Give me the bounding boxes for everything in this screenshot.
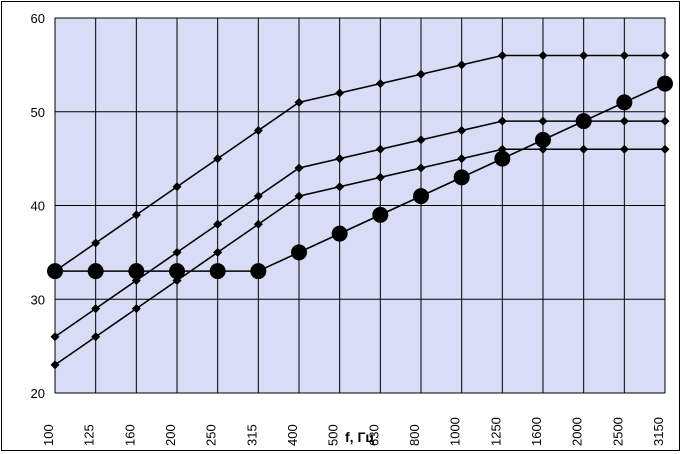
data-point xyxy=(209,263,226,280)
series-1 xyxy=(50,51,670,276)
data-point xyxy=(619,51,629,60)
data-point xyxy=(619,144,629,154)
data-point xyxy=(131,210,141,220)
data-point xyxy=(87,263,104,280)
x-tick-label: 800 xyxy=(407,424,422,446)
x-tick-label: 400 xyxy=(285,424,300,446)
x-axis-ticks: 100 125 160 200 250 315 400 500 630 800 1000 1250 16… xyxy=(41,417,666,446)
data-point xyxy=(457,154,467,164)
data-point xyxy=(375,144,385,154)
data-point xyxy=(457,126,467,135)
data-point xyxy=(416,163,426,173)
data-point xyxy=(91,332,101,342)
data-point xyxy=(660,51,670,60)
y-axis-ticks: 20 30 40 50 60 xyxy=(31,11,45,401)
y-tick-label: 40 xyxy=(31,199,45,214)
x-tick-label: 1250 xyxy=(488,417,503,446)
data-point xyxy=(253,219,263,229)
y-tick-label: 50 xyxy=(31,105,45,120)
x-tick-label: 100 xyxy=(41,424,56,446)
data-point xyxy=(538,116,548,126)
data-point xyxy=(331,225,348,242)
data-point xyxy=(619,116,629,126)
x-tick-label: 2500 xyxy=(610,417,625,446)
x-tick-label: 315 xyxy=(244,424,259,446)
x-axis-title: f, Гц xyxy=(345,429,374,445)
data-point xyxy=(213,247,223,257)
data-point xyxy=(416,69,426,79)
x-tick-label: 250 xyxy=(204,424,219,446)
data-point xyxy=(169,263,185,280)
data-point xyxy=(172,247,182,257)
data-point xyxy=(294,97,304,107)
data-point xyxy=(91,238,101,248)
data-point xyxy=(213,154,223,164)
series-line xyxy=(54,54,665,272)
x-tick-label: 3150 xyxy=(651,417,666,446)
data-point xyxy=(335,182,345,192)
y-tick-label: 20 xyxy=(31,386,45,401)
y-tick-label: 30 xyxy=(31,292,45,307)
series-line xyxy=(54,148,665,366)
data-point xyxy=(497,51,507,60)
series-line xyxy=(54,120,665,338)
data-point xyxy=(453,169,470,186)
data-point xyxy=(128,263,145,280)
data-point xyxy=(616,94,633,111)
data-point xyxy=(291,244,307,261)
data-point xyxy=(335,154,345,164)
data-point xyxy=(131,304,141,314)
x-tick-label: 1000 xyxy=(448,417,463,446)
y-tick-label: 60 xyxy=(31,11,45,26)
data-point xyxy=(253,126,263,135)
data-point xyxy=(575,113,592,130)
series-2 xyxy=(50,116,670,342)
x-tick-label: 125 xyxy=(82,424,97,446)
data-point xyxy=(47,263,63,280)
data-point xyxy=(494,150,511,167)
data-point xyxy=(250,263,267,280)
x-tick-label: 160 xyxy=(122,424,137,446)
data-point xyxy=(579,144,589,154)
x-tick-label: 2000 xyxy=(570,417,585,446)
data-point xyxy=(213,219,223,229)
x-tick-label: 500 xyxy=(326,424,341,446)
data-point xyxy=(50,360,60,370)
data-point xyxy=(50,332,60,342)
data-point xyxy=(657,75,673,92)
data-point xyxy=(253,191,263,201)
series-layer xyxy=(47,51,673,370)
x-tick-label: 200 xyxy=(163,424,178,446)
data-point xyxy=(375,79,385,89)
grid-lines xyxy=(54,17,666,394)
data-point xyxy=(294,163,304,173)
data-point xyxy=(294,191,304,201)
data-point xyxy=(457,60,467,70)
data-point xyxy=(375,172,385,182)
data-point xyxy=(416,135,426,145)
series-line xyxy=(55,82,666,272)
data-point xyxy=(660,144,670,154)
data-point xyxy=(579,51,589,60)
data-point xyxy=(535,131,551,148)
data-point xyxy=(413,188,429,205)
series-4 xyxy=(47,75,673,280)
data-point xyxy=(372,206,389,223)
x-tick-label: 630 xyxy=(366,424,381,446)
data-point xyxy=(172,182,182,192)
x-tick-label: 1600 xyxy=(529,417,544,446)
data-point xyxy=(660,116,670,126)
data-point xyxy=(91,304,101,314)
data-point xyxy=(497,116,507,126)
data-point xyxy=(335,88,345,98)
data-point xyxy=(538,51,548,60)
